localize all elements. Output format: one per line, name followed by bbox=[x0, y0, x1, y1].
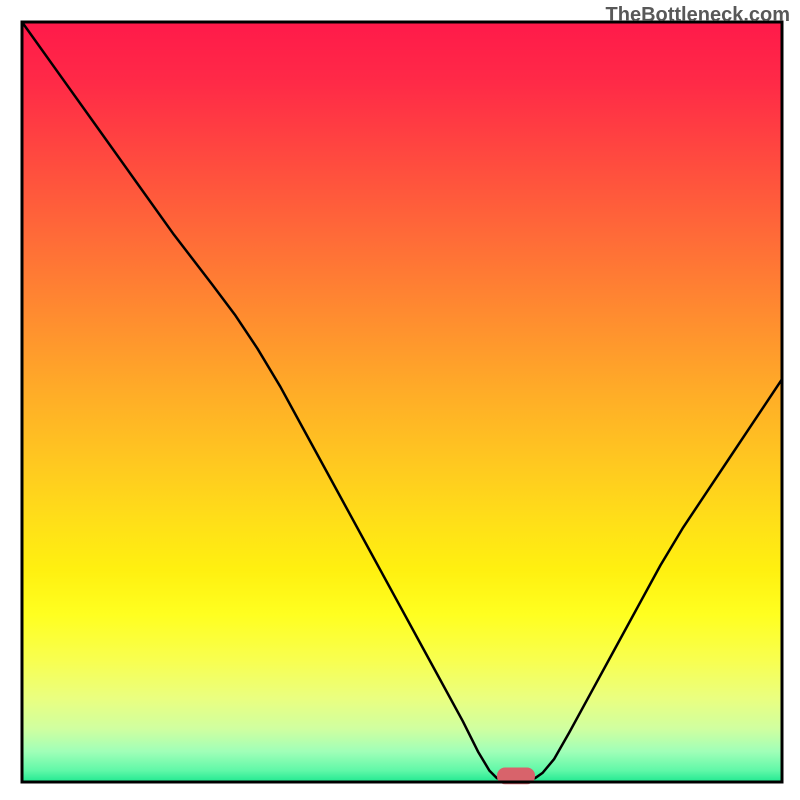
bottleneck-chart: TheBottleneck.com bbox=[0, 0, 800, 800]
attribution-text: TheBottleneck.com bbox=[606, 4, 790, 27]
gradient-background bbox=[22, 22, 782, 782]
chart-svg bbox=[0, 0, 800, 800]
